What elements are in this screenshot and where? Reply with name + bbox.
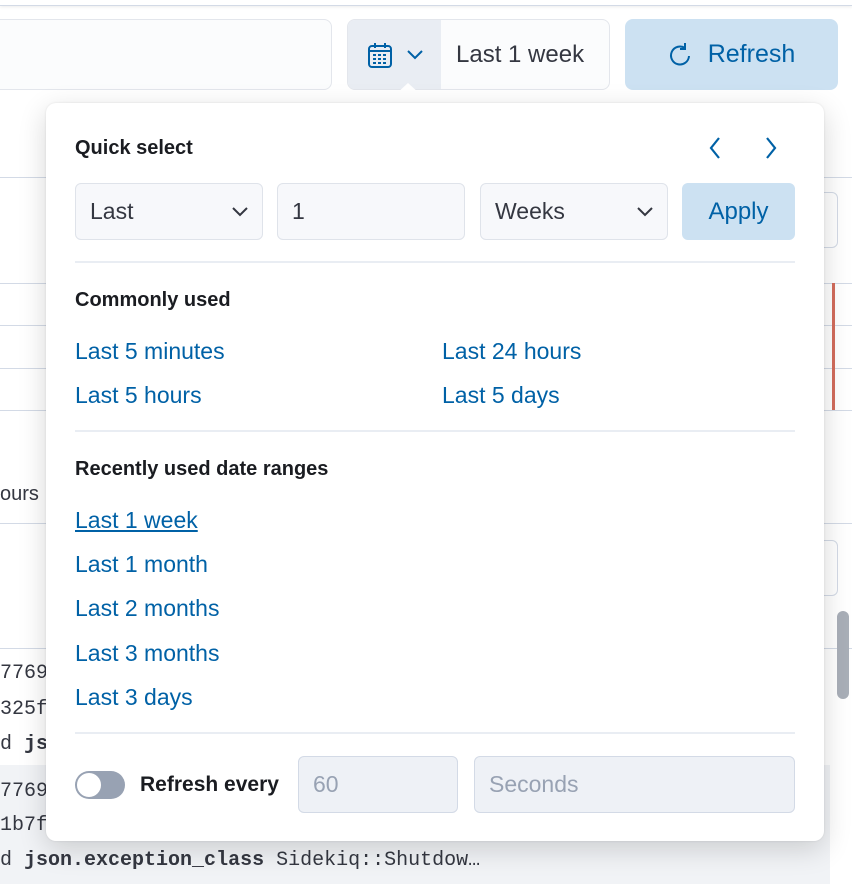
calendar-icon xyxy=(367,42,392,68)
quick-select-popover: Quick select Last 1 Weeks Apply Commonly… xyxy=(46,103,824,841)
commonly-used-title: Commonly used xyxy=(75,289,231,311)
chevron-down-icon xyxy=(637,206,653,216)
quick-menu-button[interactable] xyxy=(348,20,441,89)
scrollbar[interactable] xyxy=(837,611,849,699)
refresh-every-label: Refresh every xyxy=(140,773,279,796)
common-range-link[interactable]: Last 24 hours xyxy=(442,338,582,364)
top-bar xyxy=(0,0,852,6)
direction-value: Last xyxy=(90,198,134,224)
bg-text: 325f xyxy=(0,698,49,721)
quick-select-title: Quick select xyxy=(75,137,193,159)
previous-icon[interactable] xyxy=(708,136,722,160)
refresh-button[interactable]: Refresh xyxy=(625,19,838,90)
refresh-label: Refresh xyxy=(707,40,796,68)
chevron-down-icon xyxy=(232,206,248,216)
refresh-unit-select[interactable]: Seconds xyxy=(474,756,795,813)
recent-range-link[interactable]: Last 2 months xyxy=(75,595,220,621)
refresh-interval-input[interactable]: 60 xyxy=(298,756,458,813)
error-marker xyxy=(832,283,835,410)
recent-range-link[interactable]: Last 3 days xyxy=(75,684,193,710)
divider xyxy=(75,261,795,263)
recent-range-link[interactable]: Last 1 month xyxy=(75,551,208,577)
divider xyxy=(75,732,795,734)
refresh-icon xyxy=(669,42,690,65)
bg-text: 1b7f xyxy=(0,814,49,837)
auto-refresh-toggle[interactable] xyxy=(75,771,125,799)
popover-arrow xyxy=(386,83,430,103)
unit-value: Weeks xyxy=(495,198,565,224)
common-range-link[interactable]: Last 5 days xyxy=(442,382,560,408)
common-range-link[interactable]: Last 5 hours xyxy=(75,382,202,408)
recent-range-link[interactable]: Last 3 months xyxy=(75,640,220,666)
field-value: Sidekiq::Shutdow… xyxy=(276,849,481,872)
bg-text: 7769 xyxy=(0,780,49,803)
recent-ranges-title: Recently used date ranges xyxy=(75,458,329,480)
direction-select[interactable]: Last xyxy=(75,183,263,240)
bg-text: d xyxy=(0,849,13,872)
amount-input[interactable]: 1 xyxy=(277,183,465,240)
date-range-display[interactable]: Last 1 week xyxy=(456,40,585,68)
divider xyxy=(75,430,795,432)
bg-text: 7769 xyxy=(0,662,49,685)
bg-text: d xyxy=(0,733,13,756)
date-picker[interactable]: Last 1 week xyxy=(347,19,610,90)
bg-text: js xyxy=(24,733,49,756)
next-icon[interactable] xyxy=(764,136,778,160)
common-range-link[interactable]: Last 5 minutes xyxy=(75,338,225,364)
field-name: json.exception_class xyxy=(24,849,265,872)
recent-range-link[interactable]: Last 1 week xyxy=(75,507,198,533)
query-input[interactable] xyxy=(0,19,332,90)
chevron-down-icon xyxy=(406,49,423,59)
unit-select[interactable]: Weeks xyxy=(480,183,668,240)
bg-text: ours xyxy=(0,483,39,505)
apply-button[interactable]: Apply xyxy=(682,183,795,240)
